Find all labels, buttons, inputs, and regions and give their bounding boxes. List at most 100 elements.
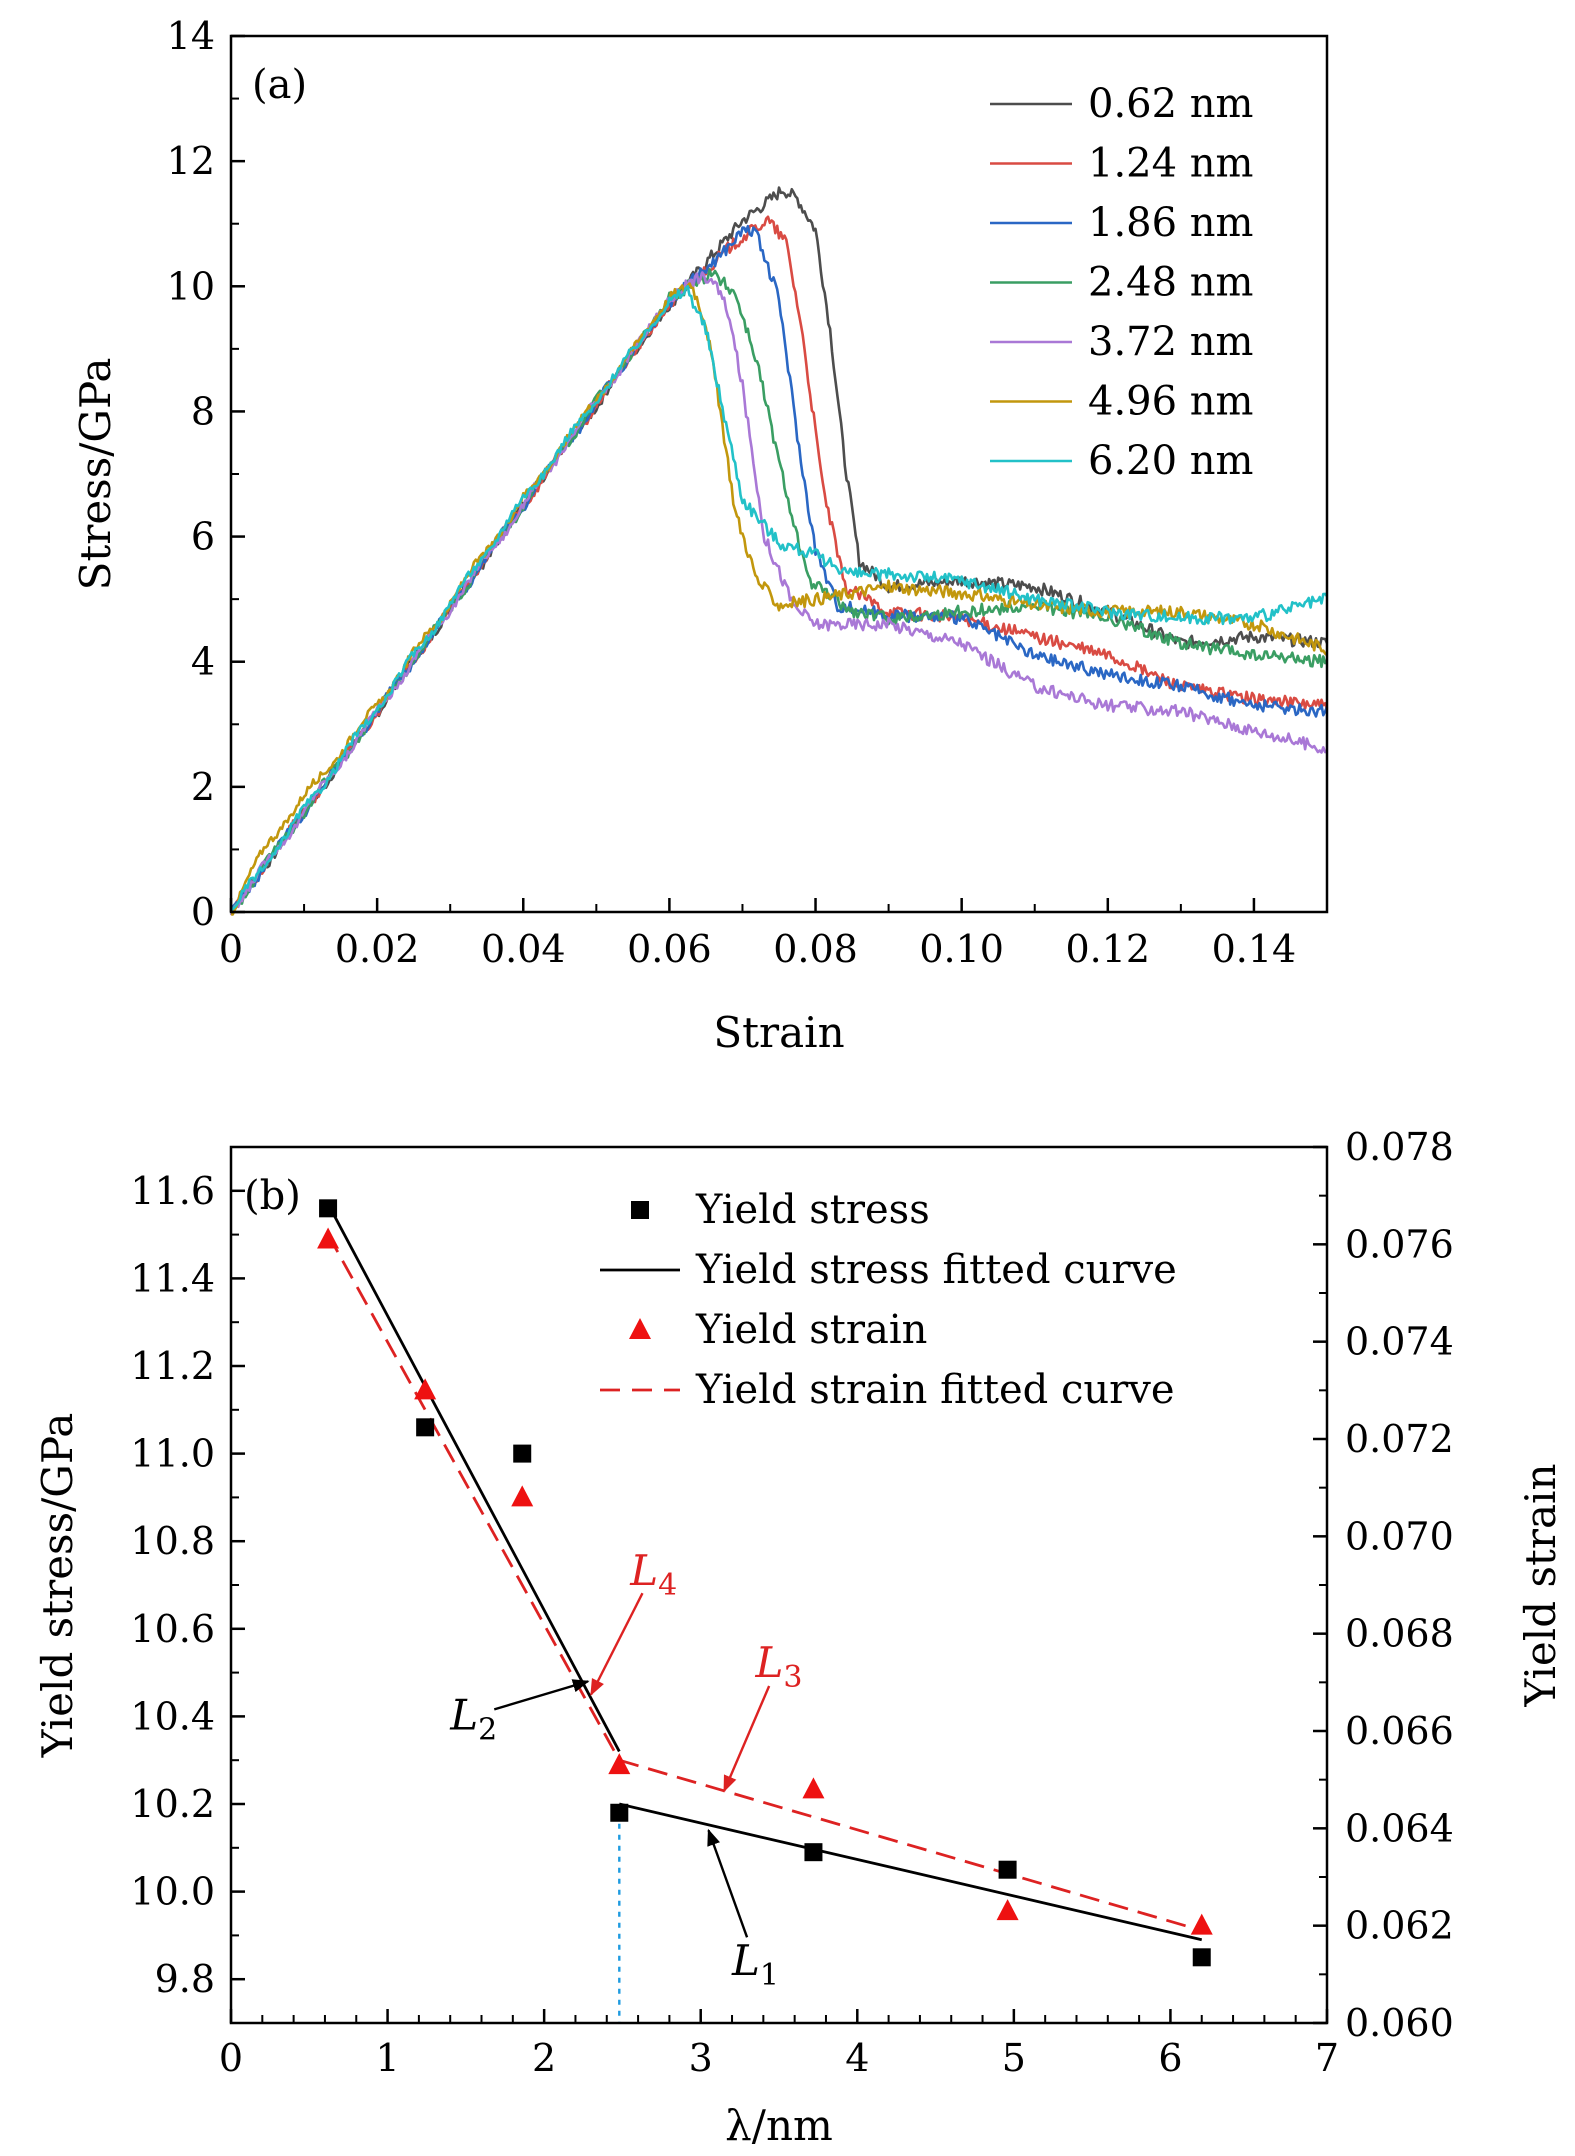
b-panel-label: (b) <box>244 1173 301 1219</box>
a-y-tick-label: 4 <box>191 640 215 684</box>
b-legend: Yield stress Yield stress fitted curve Yie… <box>600 1187 1177 1413</box>
b-plot-content <box>317 1199 1213 2023</box>
b-x-tick-label: 5 <box>1002 2036 1026 2080</box>
b-yield-strain-point <box>511 1485 534 1507</box>
b-ticks: 0 1 2 3 4 5 6 7 9.8 10.0 10.2 10.4 10.6 10.8 11.0 11.2 1… <box>130 1125 1453 2080</box>
a-y-tick-label: 8 <box>191 389 215 433</box>
b-y2-tick-label: 0.064 <box>1345 1806 1454 1850</box>
b-yield-strain-point <box>996 1899 1019 1921</box>
b-y-tick-label: 10.4 <box>130 1694 215 1738</box>
a-y-axis-label: Stress/GPa <box>71 358 120 591</box>
b-yield-stress-point <box>804 1843 823 1862</box>
a-series-line-7 <box>230 285 1329 912</box>
a-series-line-5 <box>229 271 1328 916</box>
b-fit-line-L4 <box>326 1233 621 1761</box>
b-y2-tick-label: 0.070 <box>1345 1514 1454 1558</box>
a-series-line-6 <box>230 282 1328 916</box>
b-legend-label: Yield stress <box>695 1187 930 1233</box>
b-x-tick-label: 2 <box>532 2036 556 2080</box>
a-curves <box>229 186 1329 916</box>
b-y2-tick-label: 0.078 <box>1345 1125 1454 1169</box>
b-y2-tick-label: 0.072 <box>1345 1417 1454 1461</box>
b-yield-strain-point <box>802 1777 825 1799</box>
b-legend-label: Yield strain <box>695 1307 927 1353</box>
b-annotations: L1 L2 L3 L4 <box>449 1546 802 1993</box>
b-y2-tick-label: 0.074 <box>1345 1320 1454 1364</box>
b-x-tick-label: 7 <box>1315 2036 1339 2080</box>
b-annotation-arrow-L2 <box>493 1679 590 1711</box>
b-yield-stress-point <box>998 1860 1017 1879</box>
b-y-tick-label: 10.0 <box>130 1870 215 1914</box>
b-yield-stress-point <box>610 1803 629 1822</box>
a-panel-label: (a) <box>252 62 307 108</box>
b-y2-tick-label: 0.062 <box>1345 1904 1454 1948</box>
a-legend-label: 1.24 nm <box>1088 141 1253 187</box>
b-fit-line-L3 <box>618 1758 1203 1932</box>
a-x-tick-label: 0.04 <box>481 927 566 971</box>
b-x-axis-label: λ/nm <box>725 2101 833 2150</box>
a-legend-label: 4.96 nm <box>1088 379 1253 425</box>
b-x-tick-label: 1 <box>375 2036 399 2080</box>
b-yield-strain-point <box>608 1753 631 1775</box>
a-legend-label: 2.48 nm <box>1088 260 1253 306</box>
b-yield-strain-point <box>1190 1913 1213 1935</box>
a-x-tick-label: 0.10 <box>919 927 1004 971</box>
a-x-tick-label: 0.12 <box>1065 927 1150 971</box>
b-yield-stress-point <box>416 1418 435 1437</box>
a-x-tick-label: 0 <box>219 927 243 971</box>
a-x-tick-label: 0.06 <box>627 927 712 971</box>
b-y-tick-label: 10.6 <box>130 1607 215 1651</box>
b-yield-strain-point <box>317 1227 340 1249</box>
b-yield-stress-point <box>513 1444 532 1463</box>
b-y2-tick-label: 0.068 <box>1345 1612 1454 1656</box>
b-y-tick-label: 11.6 <box>130 1169 215 1213</box>
a-legend-label: 6.20 nm <box>1088 438 1253 484</box>
a-legend-label: 3.72 nm <box>1088 319 1253 365</box>
b-yield-stress-point <box>1192 1948 1211 1967</box>
b-fit-line-L1 <box>618 1802 1203 1942</box>
b-yield-stress-point <box>319 1199 338 1218</box>
a-legend-label: 1.86 nm <box>1088 200 1253 246</box>
a-x-tick-label: 0.14 <box>1212 927 1297 971</box>
chart-panel-a: 0 0.02 0.04 0.06 0.08 0.10 0.12 0.14 0 2 4 6 8 10 12 14… <box>71 14 1329 1057</box>
b-y-tick-label: 9.8 <box>155 1957 215 2001</box>
b-x-tick-label: 0 <box>219 2036 243 2080</box>
a-x-tick-label: 0.02 <box>335 927 420 971</box>
b-y-tick-label: 10.2 <box>130 1782 215 1826</box>
b-annotation-arrow-L1 <box>707 1828 749 1938</box>
b-y2-tick-label: 0.066 <box>1345 1709 1454 1753</box>
a-series-line-4 <box>230 268 1329 916</box>
b-y-tick-label: 10.8 <box>130 1519 215 1563</box>
a-y-tick-label: 14 <box>167 14 215 58</box>
b-x-tick-label: 6 <box>1158 2036 1182 2080</box>
a-y-tick-label: 10 <box>167 264 215 308</box>
b-legend-label: Yield stress fitted curve <box>695 1247 1177 1293</box>
b-annotation-L1: L1 <box>731 1936 779 1993</box>
b-annotation-arrow-L3 <box>723 1685 771 1793</box>
b-annotation-L4: L4 <box>629 1546 677 1603</box>
a-y-tick-label: 2 <box>191 765 215 809</box>
b-y2-tick-label: 0.076 <box>1345 1222 1454 1266</box>
b-x-tick-label: 3 <box>689 2036 713 2080</box>
b-legend-marker-square <box>631 1201 649 1219</box>
a-x-tick-label: 0.08 <box>773 927 858 971</box>
b-legend-marker-triangle <box>629 1318 651 1339</box>
b-annotation-L2: L2 <box>449 1691 497 1748</box>
a-y-tick-label: 6 <box>191 515 215 559</box>
b-y-tick-label: 11.2 <box>130 1344 215 1388</box>
b-y2-axis-label: Yield strain <box>1516 1464 1565 1708</box>
b-yield-strain-point <box>414 1378 437 1400</box>
b-legend-label: Yield strain fitted curve <box>695 1367 1175 1413</box>
a-legend-label: 0.62 nm <box>1088 81 1253 127</box>
a-y-tick-label: 0 <box>191 890 215 934</box>
a-y-tick-label: 12 <box>167 139 215 183</box>
b-fit-line-L2 <box>326 1203 621 1753</box>
b-x-tick-label: 4 <box>845 2036 869 2080</box>
b-y2-tick-label: 0.060 <box>1345 2001 1454 2045</box>
b-annotation-arrow-L4 <box>590 1592 644 1696</box>
a-legend: 0.62 nm 1.24 nm 1.86 nm 2.48 nm 3.72 nm 4.96 … <box>990 81 1253 484</box>
a-ticks: 0 0.02 0.04 0.06 0.08 0.10 0.12 0.14 0 2 4 6 8 10 12 14 <box>167 14 1297 971</box>
b-annotation-L3: L3 <box>755 1638 803 1695</box>
b-y-tick-label: 11.0 <box>130 1432 215 1476</box>
